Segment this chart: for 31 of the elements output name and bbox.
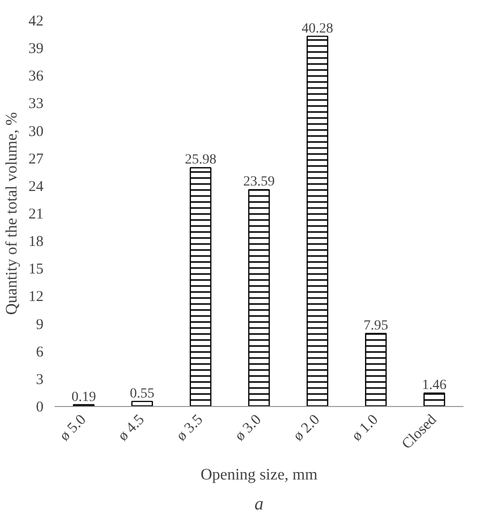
y-tick-label: 33 bbox=[28, 96, 44, 112]
y-tick-label: 36 bbox=[28, 68, 44, 85]
x-axis-title: Opening size, mm bbox=[200, 466, 318, 484]
y-tick-label: 30 bbox=[28, 124, 44, 140]
y-tick-label: 18 bbox=[28, 234, 44, 250]
data-label: 0.19 bbox=[71, 390, 96, 405]
y-tick-label: 9 bbox=[36, 316, 44, 333]
y-tick-label: 12 bbox=[28, 289, 44, 306]
y-axis-title: Quantity of the total volume, % bbox=[4, 112, 20, 315]
y-tick-label: 3 bbox=[36, 372, 44, 388]
data-label: 7.95 bbox=[364, 318, 388, 334]
x-tick-label: ø 3.5 bbox=[174, 412, 206, 444]
data-label: 25.98 bbox=[184, 152, 216, 168]
data-label: 40.28 bbox=[302, 21, 334, 36]
y-tick-label: 0 bbox=[36, 400, 44, 416]
x-tick-label: ø 5.0 bbox=[56, 412, 90, 444]
x-tick-label: ø 3.0 bbox=[232, 412, 265, 444]
x-tick-label: ø 4.5 bbox=[115, 412, 148, 444]
data-label: 23.59 bbox=[243, 174, 275, 190]
y-tick-label: 15 bbox=[28, 262, 44, 278]
y-tick-label: 24 bbox=[28, 178, 44, 195]
y-tick-label: 39 bbox=[28, 41, 44, 58]
y-tick-label: 6 bbox=[36, 344, 44, 360]
y-tick-label: 27 bbox=[28, 151, 44, 168]
y-tick-label: 42 bbox=[28, 14, 44, 30]
data-label: 1.46 bbox=[422, 378, 447, 394]
x-tick-label: ø 1.0 bbox=[348, 412, 382, 444]
y-tick-label: 21 bbox=[28, 206, 44, 222]
data-label: 0.55 bbox=[130, 386, 154, 402]
x-tick-label: ø 2.0 bbox=[290, 412, 324, 444]
text: a bbox=[254, 494, 264, 514]
